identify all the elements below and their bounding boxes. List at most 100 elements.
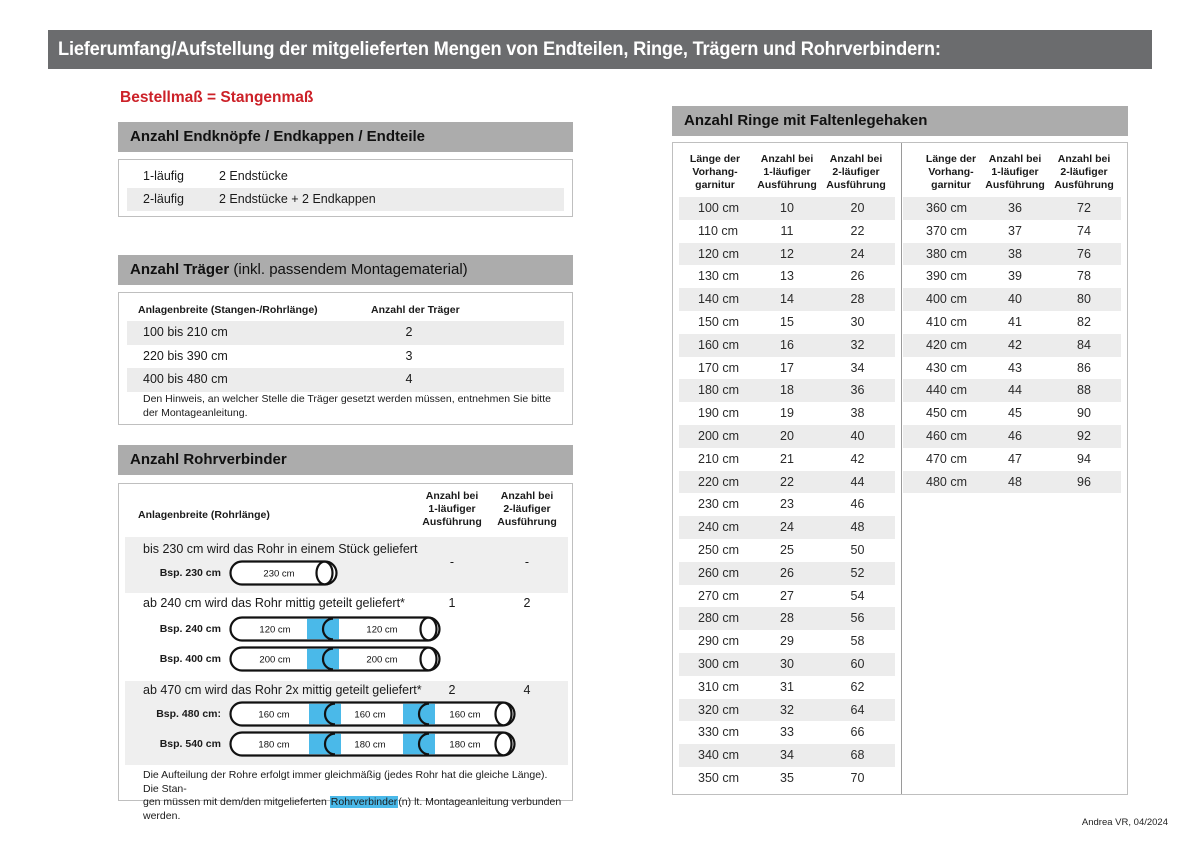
cell-length: 450 cm [926,406,967,421]
cell-anzahl-2laeufig: 26 [850,269,865,284]
cell-length: 350 cm [698,770,739,785]
rohr-note-line2: gen müssen mit dem/den mitgelieferten Ro… [143,796,563,823]
cell-length: 240 cm [698,520,739,535]
table-row: 300 cm 30 60 [679,652,895,676]
table-row: 480 cm 48 96 [903,470,1121,494]
cell-length: 190 cm [698,406,739,421]
ringe-col-2laeufig-left: Anzahl bei 2-läufiger Ausführung [826,153,886,192]
table-row: 100 cm 10 20 [679,197,895,220]
table-row: 220 bis 390 cm 3 [127,345,564,369]
cell-anzahl-1laeufig: 23 [780,497,794,512]
cell-anzahl-2laeufig: 92 [1077,428,1091,443]
rod-end-cap [494,731,513,757]
cell-anzahl-traeger: 3 [405,348,413,363]
page-title: Lieferumfang/Aufstellung der mitgeliefer… [58,39,941,60]
table-row: 440 cm 44 88 [903,379,1121,403]
rod-body [229,560,338,586]
cell-anzahl-2laeufig: 96 [1077,474,1091,489]
table-row: 160 cm 16 32 [679,333,895,357]
cell-anzahl-2laeufig: 64 [850,702,865,717]
cell-anzahl-1laeufig: 32 [780,702,794,717]
cell-anzahl-1laeufig: 41 [1008,314,1022,329]
cell-length: 210 cm [698,451,739,466]
rod-label: Bsp. 230 cm [159,567,221,579]
cell-anzahl-2laeufig: 56 [850,611,865,626]
cell-anzahl-2laeufig: 84 [1077,337,1091,352]
rod-segment-length: 200 cm [259,655,290,666]
title-bar: Lieferumfang/Aufstellung der mitgeliefer… [48,30,1152,69]
cell-anzahl-1laeufig: 45 [1008,406,1022,421]
cell-anzahl-1laeufig: 13 [780,269,794,284]
section-header-ringe-label: Anzahl Ringe mit Faltenlegehaken [684,112,928,129]
cell-length: 120 cm [698,246,739,261]
section-header-rohrverbinder-label: Anzahl Rohrverbinder [130,451,287,468]
table-row: 210 cm 21 42 [679,448,895,471]
table-row: 370 cm 37 74 [903,220,1121,243]
rod-segment-length: 180 cm [258,740,289,751]
cell-anzahl-2laeufig: 36 [850,383,865,398]
ringe-col-laenge-left: Länge der Vorhang- garnitur [689,153,741,192]
table-row: 420 cm 42 84 [903,333,1121,357]
table-traeger: Anlagenbreite (Stangen-/Rohrlänge) Anzah… [118,292,573,425]
rod-joint-arc [417,702,430,726]
rod-segment-length: 230 cm [263,569,294,580]
table-row: 390 cm 39 78 [903,265,1121,288]
rohr-group-bis-230: bis 230 cm wird das Rohr in einem Stück … [125,537,568,593]
table-row: 270 cm 27 54 [679,585,895,608]
cell-length: 160 cm [698,337,739,352]
table-ringe: Länge der Vorhang- garnitur Anzahl bei 1… [672,142,1128,795]
cell-anzahl-1laeufig: 35 [780,770,794,785]
cell-length: 260 cm [698,565,739,580]
table-row: 130 cm 13 26 [679,265,895,288]
cell-length: 430 cm [926,360,967,375]
cell-anzahl-1laeufig: 46 [1008,428,1022,443]
traeger-col-anzahl: Anzahl der Träger [371,304,460,316]
rod-end-cap [419,646,438,672]
rohr-group-ab-240: ab 240 cm wird das Rohr mittig geteilt g… [125,595,568,677]
table-row: 150 cm 15 30 [679,311,895,334]
rod-end-cap [419,616,438,642]
cell-length: 330 cm [698,725,739,740]
ringe-col-1laeufig-left: Anzahl bei 1-läufiger Ausführung [757,153,817,192]
cell-anzahl-2laeufig: 34 [850,360,865,375]
cell-anzahl-1laeufig: 15 [780,314,794,329]
cell-anzahl-2laeufig: 48 [850,520,865,535]
rod-end-cap [315,560,334,586]
cell-anzahl-2laeufig: 94 [1077,451,1091,466]
footer-credit: Andrea VR, 04/2024 [1081,817,1168,828]
cell-anzahl-1laeufig: 21 [780,451,794,466]
rohr-col-anzahl-2laeufig: Anzahl bei 2-läufiger Ausführung [497,490,557,529]
rohr-group-value-2laeufig: - [524,555,530,569]
rohr-note-highlight: Rohrverbinder [329,796,399,809]
table-row: 190 cm 19 38 [679,402,895,425]
traeger-note: Den Hinweis, an welcher Stelle die Träge… [143,393,563,420]
table-row: 450 cm 45 90 [903,402,1121,425]
rohr-group-text: bis 230 cm wird das Rohr in einem Stück … [143,542,418,556]
rod-segment-length: 160 cm [354,710,385,721]
cell-length: 250 cm [698,542,739,557]
cell-anzahl-1laeufig: 43 [1008,360,1022,375]
cell-anzahl-1laeufig: 42 [1008,337,1022,352]
cell-anzahl-2laeufig: 38 [850,406,865,421]
section-header-ringe: Anzahl Ringe mit Faltenlegehaken [672,106,1128,136]
table-row: 260 cm 26 52 [679,561,895,585]
rohr-group-value-1laeufig: - [449,555,455,569]
cell-length: 270 cm [698,588,739,603]
cell-anzahl-1laeufig: 34 [780,748,794,763]
rod-segment-length: 160 cm [258,710,289,721]
rod-svg-2segment: 200 cm 200 cm [229,646,441,672]
endteile-rows: 1-läufig 2 Endstücke 2-läufig 2 Endstück… [127,165,564,211]
table-row: 180 cm 18 36 [679,379,895,403]
cell-anzahl-2laeufig: 70 [850,770,865,785]
cell-length: 280 cm [698,611,739,626]
cell-anzahl-2laeufig: 30 [850,314,865,329]
cell-anzahl-1laeufig: 44 [1008,383,1022,398]
cell-anzahl-1laeufig: 22 [780,474,794,489]
rohr-note-line2-pre: gen müssen mit dem/den mitgelieferten [143,796,330,809]
cell-length: 200 cm [698,428,739,443]
table-row: 400 cm 40 80 [903,288,1121,311]
section-header-traeger-rest: (inkl. passendem Montagematerial) [229,261,468,278]
cell-anzahl-1laeufig: 30 [780,656,794,671]
section-header-endteile-label: Anzahl Endknöpfe / Endkappen / Endteile [130,128,426,145]
cell-anzahl-1laeufig: 16 [780,337,794,352]
